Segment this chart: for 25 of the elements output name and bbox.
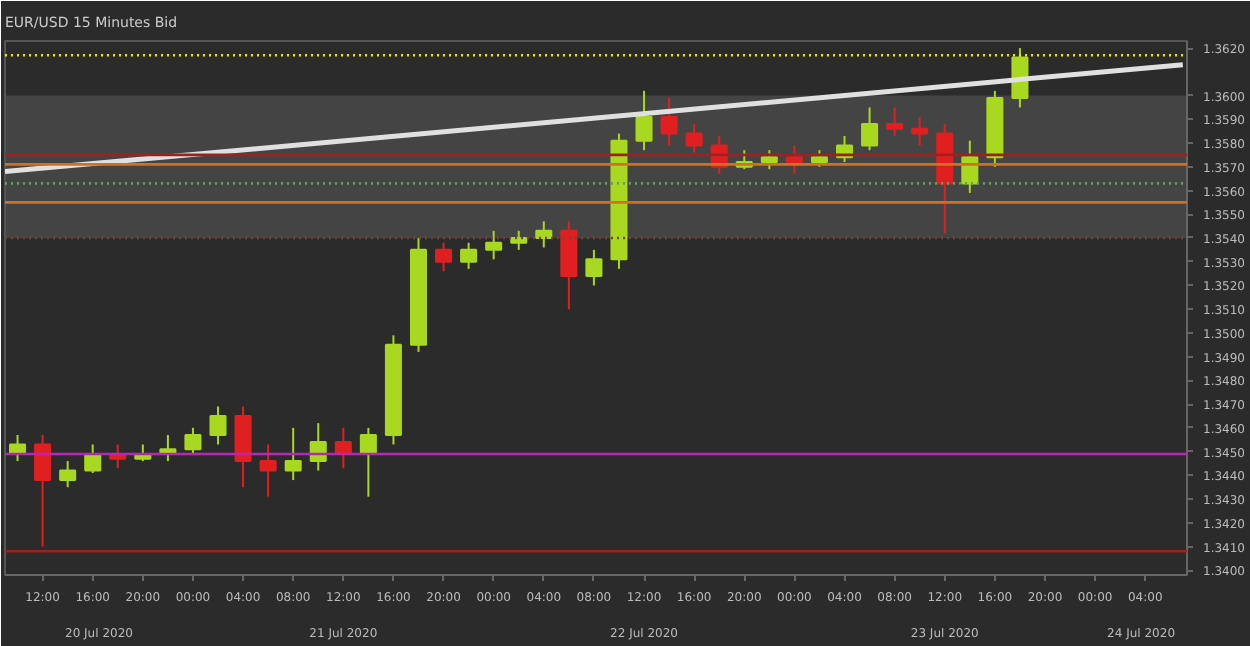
candlestick <box>560 220 578 311</box>
candlestick <box>911 115 929 147</box>
candlestick <box>284 426 302 482</box>
candlestick <box>785 144 803 175</box>
candlestick <box>760 149 778 171</box>
candlestick <box>84 443 102 474</box>
candlestick <box>485 229 503 261</box>
candlestick <box>510 229 528 251</box>
candlestick <box>234 405 252 489</box>
candlestick <box>184 426 202 455</box>
candlestick <box>34 433 52 548</box>
candlestick <box>460 241 478 270</box>
candlestick <box>535 220 553 249</box>
candlestick <box>309 422 327 472</box>
candlestick <box>359 426 377 498</box>
candlestick <box>585 248 603 287</box>
candlestick <box>685 123 703 154</box>
candlestick <box>660 96 678 147</box>
candlestick <box>861 106 879 152</box>
candlestick <box>886 106 904 137</box>
candlestick <box>435 241 453 273</box>
candlestick <box>259 443 277 498</box>
candlestick <box>209 405 227 446</box>
candlestick <box>59 460 77 489</box>
candlestick <box>635 89 653 152</box>
